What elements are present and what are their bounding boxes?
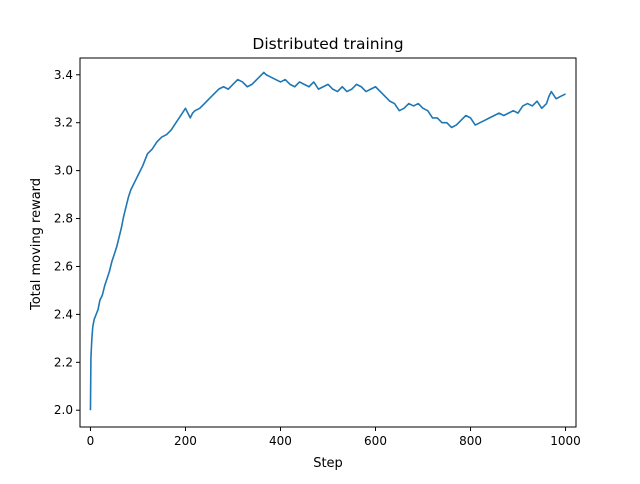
x-axis-ticks: 0 200 400 600 800 1000 [87,427,581,448]
x-tick-label: 200 [174,434,197,448]
y-tick-label: 3.2 [54,116,73,130]
x-tick-label: 800 [459,434,482,448]
y-axis-ticks: 2.0 2.2 2.4 2.6 2.8 3.0 3.2 3.4 [54,68,80,417]
y-tick-label: 2.4 [54,307,73,321]
axes-frame [79,57,577,428]
series-line-0 [89,71,566,411]
plot-area [89,71,566,411]
x-tick-label: 1000 [550,434,581,448]
x-tick-label: 0 [87,434,95,448]
x-tick-label: 400 [269,434,292,448]
x-axis-label: Step [313,456,343,471]
y-tick-label: 2.6 [54,259,73,273]
y-tick-label: 3.0 [54,164,73,178]
y-tick-label: 2.0 [54,403,73,417]
y-tick-label: 2.8 [54,212,73,226]
y-tick-label: 2.2 [54,355,73,369]
chart-title: Distributed training [252,35,403,53]
x-tick-label: 600 [364,434,387,448]
y-axis-label: Total moving reward [29,178,44,311]
y-tick-label: 3.4 [54,68,73,82]
